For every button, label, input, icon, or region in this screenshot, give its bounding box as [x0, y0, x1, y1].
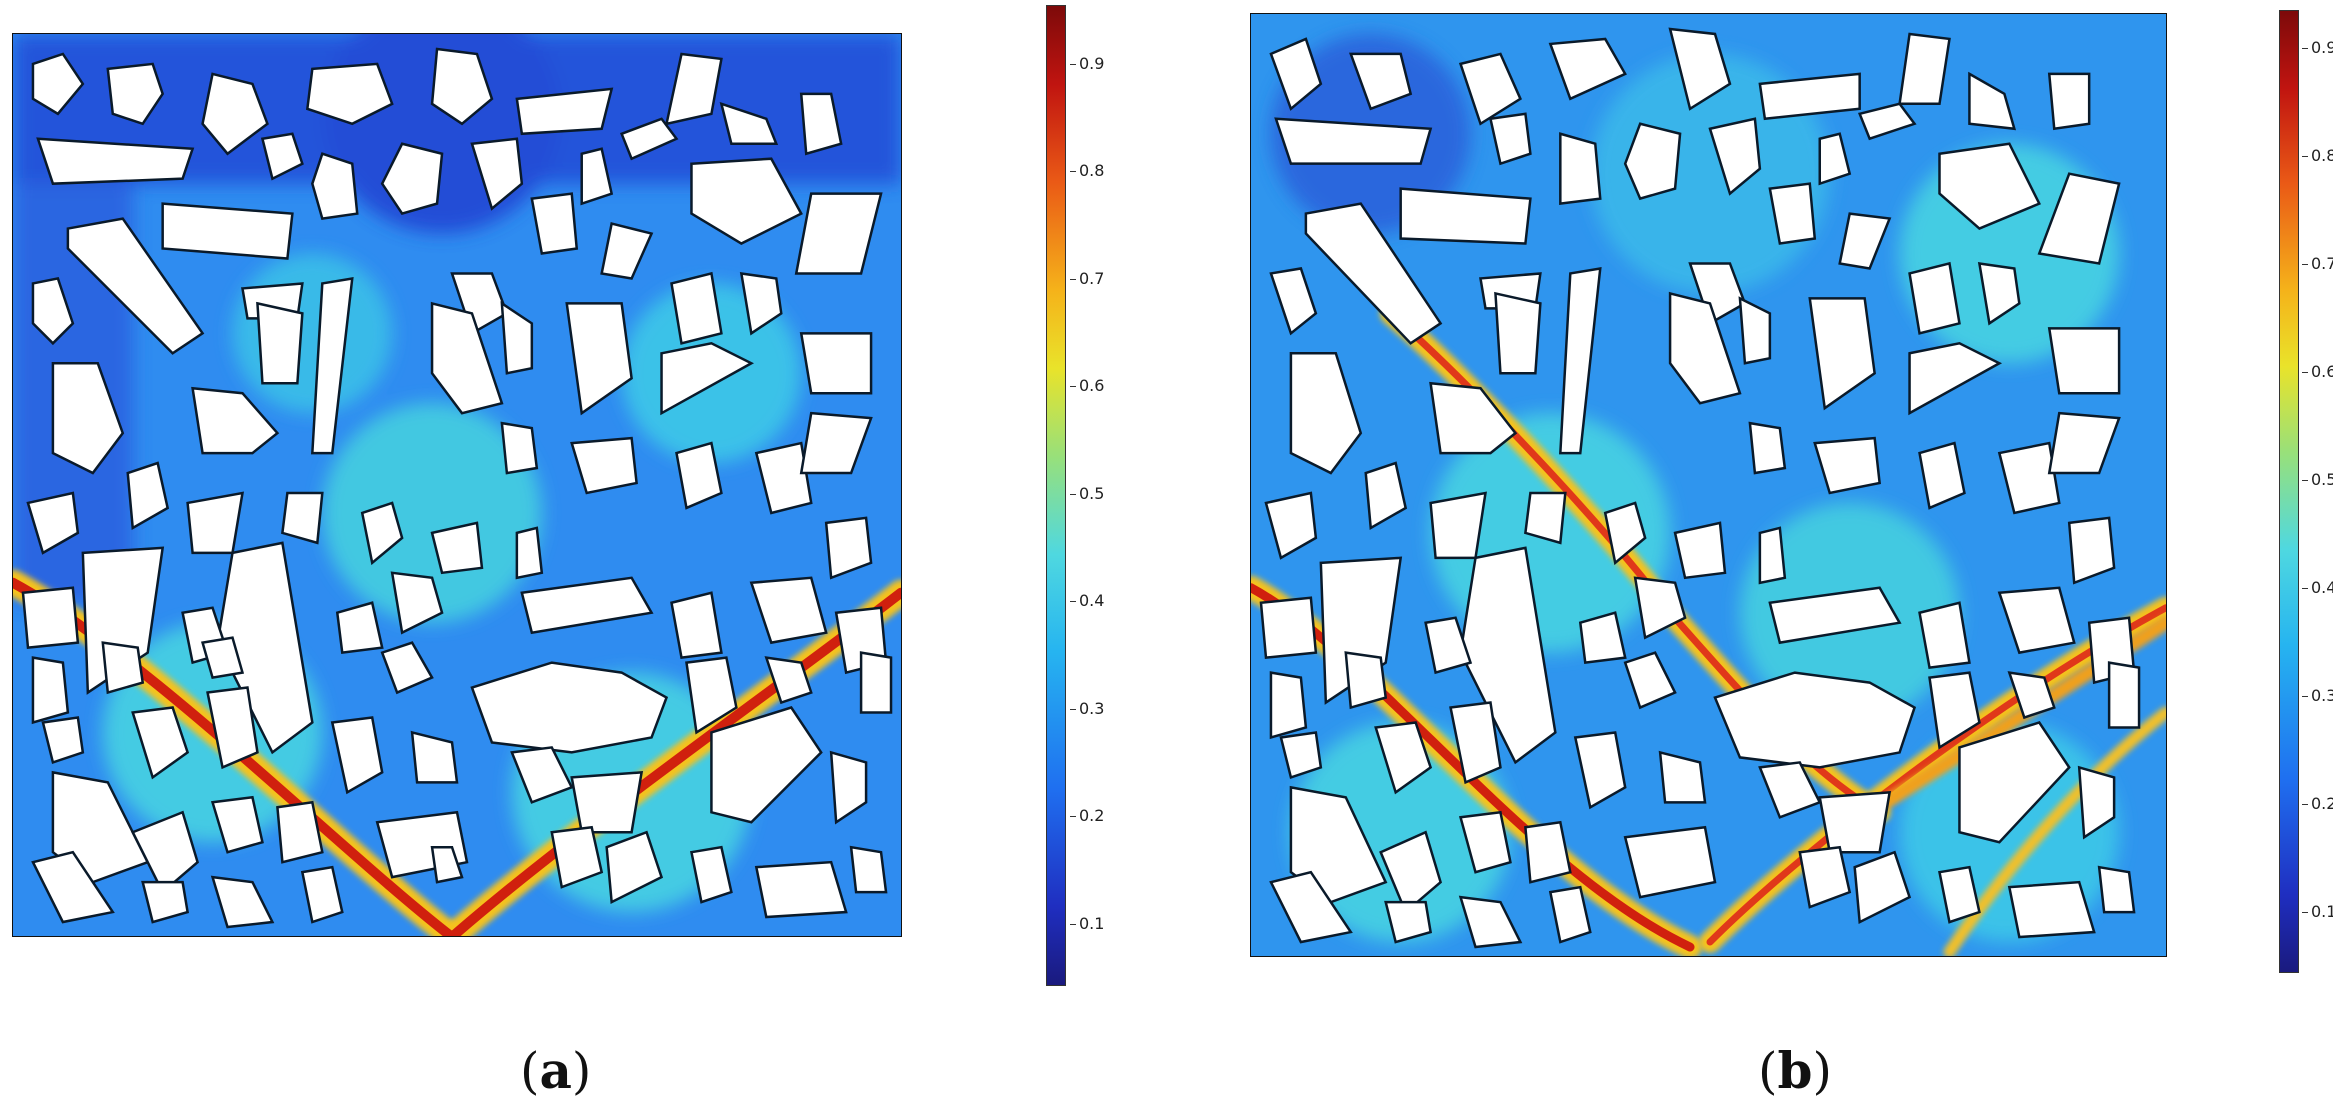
colorbar-b-tick: 0.8 [2301, 148, 2333, 164]
caption-b-close: ) [1812, 1042, 1832, 1100]
colorbar-b-tick: 0.3 [2301, 688, 2333, 704]
caption-a-open: ( [520, 1042, 540, 1100]
colorbar-b-tick: 0.1 [2301, 904, 2333, 920]
colorbar-a-tick: 0.8 [1069, 161, 1105, 180]
damage-field-a-svg [13, 34, 901, 936]
colorbar-b [2279, 10, 2299, 973]
caption-b: (b) [1758, 1046, 1832, 1097]
colorbar-a-tick: 0.3 [1069, 699, 1105, 718]
colorbar-b-tick: 0.2 [2301, 796, 2333, 812]
colorbar-a-tick: 0.1 [1069, 914, 1105, 933]
caption-b-letter: b [1777, 1041, 1813, 1100]
colorbar-b-tick: 0.4 [2301, 580, 2333, 596]
colorbar-a [1046, 5, 1066, 986]
colorbar-a-tick: 0.2 [1069, 806, 1105, 825]
caption-b-open: ( [1758, 1042, 1778, 1100]
caption-a-letter: a [539, 1041, 572, 1100]
damage-field-plot-b [1250, 13, 2167, 957]
aggregates-a [21, 47, 893, 929]
colorbar-b-tick: 0.9 [2301, 40, 2333, 56]
colorbar-b-tick: 0.7 [2301, 256, 2333, 272]
colorbar-a-tick: 0.9 [1069, 54, 1105, 73]
caption-a-close: ) [571, 1042, 592, 1100]
colorbar-a-tick: 0.6 [1069, 376, 1105, 395]
colorbar-b-tick: 0.5 [2301, 472, 2333, 488]
colorbar-a-tick: 0.4 [1069, 591, 1105, 610]
aggregates-b [1259, 27, 2141, 949]
colorbar-b-tick: 0.6 [2301, 364, 2333, 380]
caption-a: (a) [520, 1046, 591, 1097]
damage-field-b-svg [1251, 14, 2166, 956]
damage-field-plot-a [12, 33, 902, 937]
colorbar-a-tick: 0.7 [1069, 269, 1105, 288]
colorbar-a-tick: 0.5 [1069, 484, 1105, 503]
